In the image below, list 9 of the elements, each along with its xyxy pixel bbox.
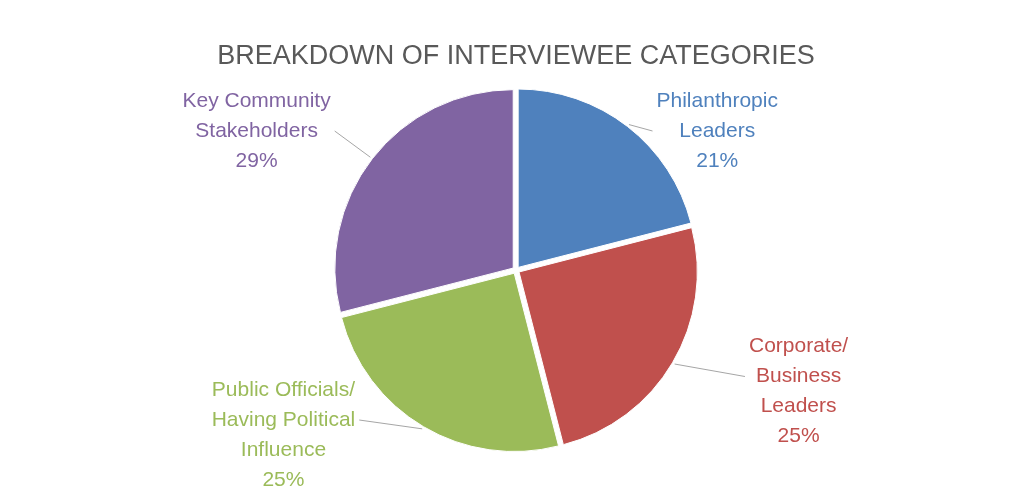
slice-label: Philanthropic Leaders bbox=[656, 87, 778, 141]
data-label: 25% bbox=[777, 423, 820, 447]
chart-title: BREAKDOWN OF INTERVIEWEE CATEGORIES bbox=[217, 39, 815, 70]
data-label: 21% bbox=[696, 147, 739, 171]
data-label: 25% bbox=[262, 466, 305, 490]
slice-label: Public Officials/ Having Political Influence bbox=[211, 376, 356, 460]
data-label: 29% bbox=[235, 147, 278, 171]
slice-label: Corporate/ Business Leaders bbox=[748, 333, 849, 417]
slice-label: Key Community Stakeholders bbox=[182, 87, 332, 141]
